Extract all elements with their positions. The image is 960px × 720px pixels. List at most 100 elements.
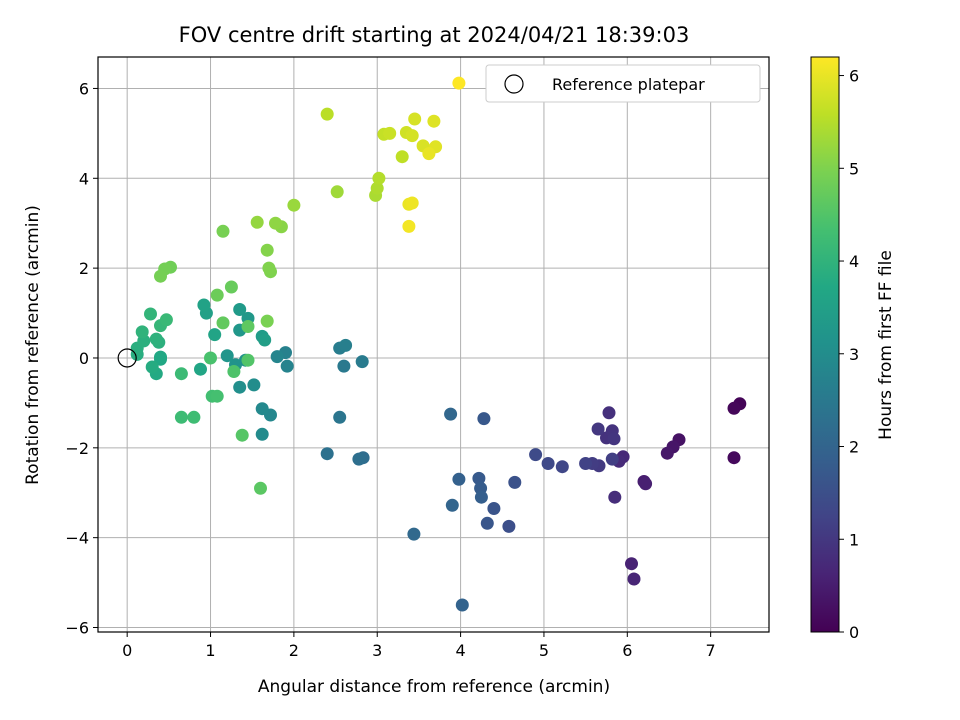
y-tick-label: −2 — [65, 439, 89, 458]
data-point — [627, 572, 641, 586]
data-point — [444, 407, 458, 421]
data-point — [224, 280, 238, 294]
data-point — [241, 320, 255, 333]
data-point — [395, 150, 409, 164]
y-tick-label: 4 — [79, 169, 89, 188]
data-point — [445, 498, 459, 512]
data-point — [255, 402, 269, 416]
data-point — [330, 185, 344, 199]
data-point — [625, 557, 638, 571]
data-point — [208, 328, 222, 342]
data-point — [247, 378, 261, 392]
chart-title: FOV centre drift starting at 2024/04/21 … — [179, 23, 690, 47]
colorbar-tick-label: 5 — [849, 159, 859, 178]
data-point — [154, 269, 167, 283]
y-tick-label: 0 — [79, 349, 89, 368]
colorbar-tick-label: 2 — [849, 438, 859, 457]
data-point — [258, 333, 272, 347]
data-point — [727, 451, 741, 465]
data-point — [602, 406, 616, 420]
data-point — [210, 389, 224, 403]
legend-marker-circle — [504, 74, 524, 94]
data-point — [660, 446, 674, 460]
data-point — [260, 314, 274, 328]
data-point — [145, 360, 159, 374]
data-point — [591, 422, 605, 436]
reference-platepar-marker — [117, 348, 137, 368]
data-point — [452, 76, 466, 90]
data-point — [197, 298, 211, 312]
colorbar-tick-label: 3 — [849, 345, 859, 364]
data-point — [608, 490, 622, 504]
legend-box — [485, 64, 761, 103]
data-point — [480, 516, 494, 530]
colorbar-tick-label: 0 — [849, 623, 859, 642]
data-point — [174, 367, 188, 381]
data-point — [402, 219, 416, 233]
data-point — [383, 126, 397, 140]
data-point — [607, 432, 621, 446]
data-point — [187, 410, 201, 424]
data-point — [405, 196, 419, 210]
data-point — [405, 129, 419, 143]
data-point — [639, 477, 653, 491]
data-point — [262, 261, 276, 275]
data-point — [194, 362, 207, 376]
data-point — [355, 355, 369, 369]
data-point — [337, 359, 351, 373]
data-point — [250, 215, 264, 229]
data-point — [280, 359, 294, 373]
data-point — [216, 316, 230, 330]
data-point — [541, 457, 555, 470]
x-tick-label: 5 — [539, 641, 549, 660]
data-point — [204, 351, 217, 365]
data-point — [372, 171, 386, 185]
x-axis-label: Angular distance from reference (arcmin) — [258, 677, 610, 697]
data-point — [508, 475, 522, 489]
data-point — [216, 224, 230, 238]
colorbar-label: Hours from first FF file — [876, 250, 896, 440]
legend: Reference platepar — [485, 64, 761, 103]
data-point — [235, 428, 249, 442]
data-point — [254, 481, 267, 495]
data-point — [422, 147, 436, 161]
y-axis-label: Rotation from reference (arcmin) — [23, 205, 43, 485]
y-tick-label: −4 — [65, 529, 89, 548]
data-points — [130, 76, 747, 612]
y-tick-label: −6 — [65, 619, 89, 638]
data-point — [227, 365, 241, 378]
colorbar-tick-label: 4 — [849, 252, 859, 271]
x-tick-label: 7 — [706, 641, 716, 660]
plot-frame — [97, 56, 770, 633]
data-point — [727, 401, 741, 415]
data-point — [159, 313, 173, 327]
data-point — [233, 380, 247, 394]
data-point — [260, 243, 274, 257]
data-point — [427, 114, 441, 128]
data-point — [241, 353, 255, 367]
x-axis-ticks: 0 1 2 3 4 5 6 7 — [122, 632, 716, 660]
x-tick-label: 1 — [205, 641, 215, 660]
data-point — [210, 288, 224, 302]
data-point — [149, 332, 163, 346]
colorbar-tick-label: 1 — [849, 530, 859, 549]
data-point — [555, 460, 569, 474]
data-point — [502, 519, 516, 533]
data-point — [408, 112, 422, 126]
data-point — [474, 490, 488, 504]
data-point — [269, 216, 282, 230]
data-point — [529, 448, 543, 462]
data-point — [154, 350, 167, 364]
colorbar-ticks: 0 1 2 3 4 5 6 — [839, 67, 859, 642]
data-point — [579, 457, 593, 470]
x-tick-label: 0 — [122, 641, 132, 660]
data-point — [370, 181, 384, 195]
data-point — [144, 307, 157, 321]
colorbar-gradient — [810, 56, 840, 633]
y-axis-ticks: −6 −4 −2 0 2 4 6 — [65, 79, 98, 638]
data-point — [320, 107, 334, 121]
data-point — [135, 325, 149, 339]
data-point — [320, 447, 334, 461]
data-point — [605, 452, 619, 466]
